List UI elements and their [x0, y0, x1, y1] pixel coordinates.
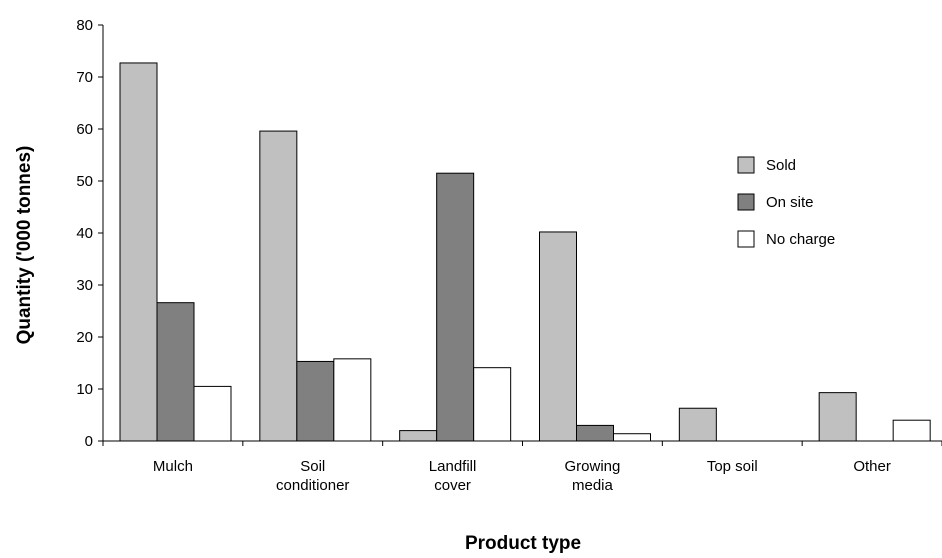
bar: [119, 62, 158, 442]
bars: [119, 62, 931, 442]
x-tick-label: Other: [853, 458, 891, 475]
axes: 0 10 20 30 40 50 60 70 80 Mulch Soil conditioner Lan…: [76, 17, 942, 494]
y-tick-label: 20: [76, 329, 93, 346]
bar: [156, 302, 195, 442]
legend-swatch: [737, 156, 755, 174]
legend-swatch: [737, 193, 755, 211]
bar: [193, 385, 232, 442]
bar: [678, 407, 717, 442]
bar: [259, 130, 298, 442]
bar: [399, 430, 438, 442]
y-axis-title: Quantity ('000 tonnes): [14, 146, 35, 345]
x-tick-label: Mulch: [153, 458, 193, 475]
bar: [539, 231, 577, 442]
bar: [576, 424, 614, 442]
y-tick-label: 80: [76, 17, 93, 34]
legend: Sold On site No charge: [737, 156, 835, 248]
y-tick-label: 50: [76, 173, 93, 190]
legend-swatch: [737, 230, 755, 248]
x-tick-label: Soil conditioner: [276, 458, 349, 494]
y-tick-label: 30: [76, 277, 93, 294]
x-tick-label: Growing media: [564, 458, 620, 494]
legend-label: Sold: [766, 157, 796, 174]
y-tick-label: 40: [76, 225, 93, 242]
x-axis-title: Product type: [465, 533, 581, 554]
bar: [436, 172, 475, 442]
y-tick-label: 60: [76, 121, 93, 138]
bar: [473, 367, 512, 442]
x-tick-label: Top soil: [707, 458, 758, 475]
bar: [892, 419, 931, 442]
y-tick-label: 70: [76, 69, 93, 86]
bar: [818, 392, 857, 442]
bar: [333, 358, 372, 442]
y-tick-label: 0: [85, 433, 93, 450]
bar: [613, 433, 651, 442]
legend-label: No charge: [766, 231, 835, 248]
bar: [296, 360, 335, 442]
legend-label: On site: [766, 194, 814, 211]
y-tick-label: 10: [76, 381, 93, 398]
x-tick-label: Landfill cover: [429, 458, 477, 494]
